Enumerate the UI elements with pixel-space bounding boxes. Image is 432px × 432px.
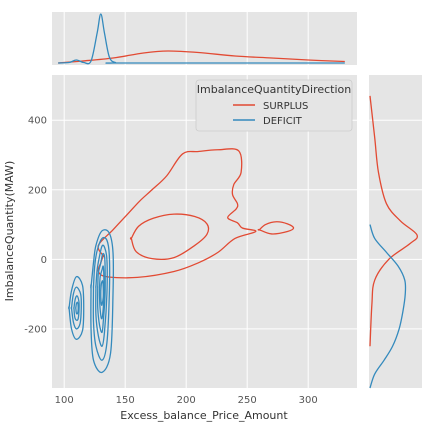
marginal-top-density-curves [58,13,345,65]
contour-surplus [129,213,210,260]
marginal-right-panel [369,75,422,389]
x-axis-title: Excess_balance_Price_Amount [120,409,288,422]
marginal-right-gridlines [369,119,422,330]
y-tick-label: 0 [41,255,47,266]
contour-deficit [70,286,82,330]
contour-deficit [73,295,80,321]
contour-deficit [100,280,105,307]
legend-label-deficit: DEFICIT [263,116,303,127]
y-axis-title: ImbalanceQuantity(MAW) [3,161,16,302]
marginal-y-density-deficit [369,224,407,389]
y-axis-ticks: -200 0 200 400 [24,116,47,336]
x-tick-label: 250 [238,395,257,406]
contour-deficit [98,265,105,320]
legend: ImbalanceQuantityDirection SURPLUS DEFIC… [195,79,353,132]
marginal-x-density-deficit [58,13,345,65]
x-tick-label: 300 [299,395,318,406]
x-axis-ticks: 100 150 200 250 300 [55,395,318,406]
contour-deficit [75,301,79,315]
contour-surplus [257,221,295,235]
contour-deficit [90,229,115,374]
legend-label-surplus: SURPLUS [263,101,308,112]
x-tick-label: 100 [55,395,74,406]
legend-title: ImbalanceQuantityDirection [197,83,352,96]
contour-surplus [97,148,257,279]
x-tick-label: 200 [177,395,196,406]
legend-box [195,79,353,132]
contour-deficit [68,275,85,340]
contour-deficit [92,236,111,361]
y-tick-label: -200 [24,324,47,335]
contour-deficit [95,244,108,347]
kde-contours [68,148,295,374]
marginal-right-density-curves [369,95,418,389]
marginal-y-density-surplus [369,95,418,347]
x-tick-label: 150 [116,395,135,406]
contour-deficit [96,252,106,334]
y-tick-label: 400 [28,116,47,127]
marginal-top-background [52,12,357,65]
marginal-top-panel [52,12,357,65]
y-tick-label: 200 [28,185,47,196]
marginal-x-density-surplus [58,50,345,64]
